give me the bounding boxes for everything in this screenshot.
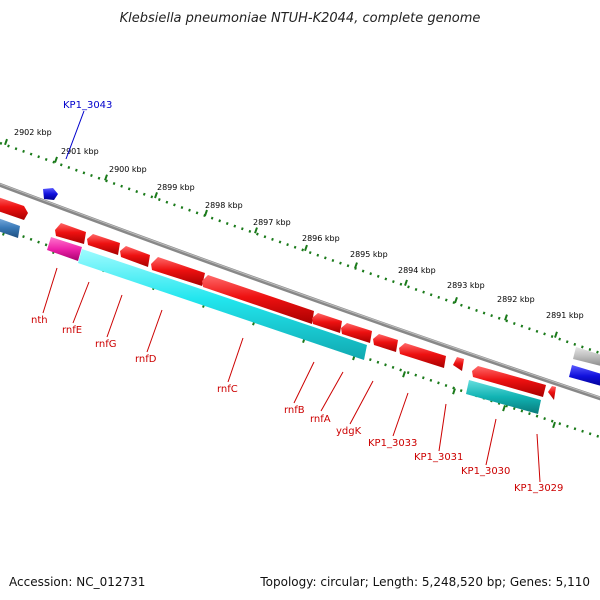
scale-label: 2891 kbp bbox=[546, 311, 584, 320]
scale-label: 2896 kbp bbox=[302, 234, 340, 243]
scale-tick bbox=[402, 371, 406, 378]
scale-tick bbox=[154, 192, 158, 199]
gene-forward-blue-right[interactable] bbox=[569, 365, 600, 387]
scale-tick bbox=[4, 138, 8, 146]
gene-label-kp1-3029[interactable]: KP1_3029 bbox=[514, 483, 563, 494]
scale-tick bbox=[502, 405, 506, 412]
gene-kp1-3029-fwd-gray[interactable] bbox=[573, 347, 600, 367]
scale-tick bbox=[404, 279, 408, 286]
accession-text: Accession: NC_012731 bbox=[9, 575, 145, 589]
map-title: Klebsiella pneumoniae NTUH-K2044, comple… bbox=[120, 11, 481, 26]
gene-kp1-3033[interactable] bbox=[399, 343, 446, 368]
gene-kp1-3031[interactable] bbox=[453, 357, 464, 371]
gene-label-rnfE[interactable]: rnfE bbox=[62, 325, 82, 336]
gene-rnfA[interactable] bbox=[341, 323, 372, 343]
gene-kp1-3030-teal[interactable] bbox=[466, 380, 541, 414]
scale-label: 2901 kbp bbox=[61, 147, 99, 156]
gene-rnfC-cyan[interactable] bbox=[78, 249, 367, 360]
scale-tick bbox=[54, 156, 58, 163]
scale-label: 2899 kbp bbox=[157, 183, 195, 192]
genes bbox=[0, 188, 600, 414]
outer-scale-ticks bbox=[4, 138, 558, 338]
scale-tick bbox=[552, 421, 556, 429]
gene-label-kp1-3033[interactable]: KP1_3033 bbox=[368, 438, 417, 449]
gene-label-nth[interactable]: nth bbox=[31, 315, 48, 326]
scale-tick bbox=[304, 244, 308, 252]
gene-rnfE-magenta[interactable] bbox=[47, 237, 82, 261]
scale-tick bbox=[204, 209, 208, 216]
gene-rnfB[interactable] bbox=[312, 313, 342, 333]
gene-rnfC[interactable] bbox=[202, 275, 314, 324]
gene-label-rnfG[interactable]: rnfG bbox=[95, 339, 117, 350]
gene-labels: KP1_3043 nth rnfE rnfG rnfD rnfC rnfB rn… bbox=[31, 100, 563, 494]
scale-tick bbox=[452, 388, 456, 395]
scale-label: 2894 kbp bbox=[398, 266, 436, 275]
gene-label-kp1-3030[interactable]: KP1_3030 bbox=[461, 466, 510, 477]
gene-kp1-3029[interactable] bbox=[548, 386, 556, 400]
scale-tick bbox=[504, 314, 508, 321]
scale-label: 2892 kbp bbox=[497, 295, 535, 304]
gene-kp1-3030[interactable] bbox=[472, 366, 546, 397]
scale-tick bbox=[104, 174, 108, 181]
gene-rnfE[interactable] bbox=[87, 234, 120, 255]
gene-label-rnfB[interactable]: rnfB bbox=[284, 405, 305, 416]
scale-tick bbox=[554, 331, 558, 338]
gene-rnfG[interactable] bbox=[120, 246, 150, 267]
gene-partial-left-red[interactable] bbox=[0, 196, 28, 220]
gene-ydgK[interactable] bbox=[373, 334, 398, 352]
backbone bbox=[0, 182, 600, 401]
scale-label: 2895 kbp bbox=[350, 250, 388, 259]
gene-label-kp1-3031[interactable]: KP1_3031 bbox=[414, 452, 463, 463]
gene-rnfD[interactable] bbox=[151, 257, 205, 286]
gene-kp1-3043[interactable] bbox=[43, 188, 58, 200]
gene-label-kp1-3043[interactable]: KP1_3043 bbox=[63, 100, 112, 111]
gene-label-rnfA[interactable]: rnfA bbox=[310, 414, 331, 425]
scale-labels: 2902 kbp 2901 kbp 2900 kbp 2899 kbp 2898… bbox=[14, 128, 584, 320]
scale-tick bbox=[354, 262, 358, 269]
gene-partial-left-steel[interactable] bbox=[0, 217, 20, 238]
scale-tick bbox=[254, 227, 258, 234]
scale-label: 2900 kbp bbox=[109, 165, 147, 174]
scale-label: 2897 kbp bbox=[253, 218, 291, 227]
scale-tick bbox=[454, 296, 458, 304]
scale-label: 2898 kbp bbox=[205, 201, 243, 210]
scale-label: 2893 kbp bbox=[447, 281, 485, 290]
gene-label-ydgK[interactable]: ydgK bbox=[336, 426, 362, 437]
gene-label-rnfD[interactable]: rnfD bbox=[135, 354, 157, 365]
leader-lines bbox=[42, 110, 541, 483]
topology-text: Topology: circular; Length: 5,248,520 bp… bbox=[259, 575, 590, 589]
gene-label-rnfC[interactable]: rnfC bbox=[217, 384, 238, 395]
gene-nth[interactable] bbox=[55, 223, 86, 244]
scale-label: 2902 kbp bbox=[14, 128, 52, 137]
outer-scale bbox=[0, 141, 600, 355]
